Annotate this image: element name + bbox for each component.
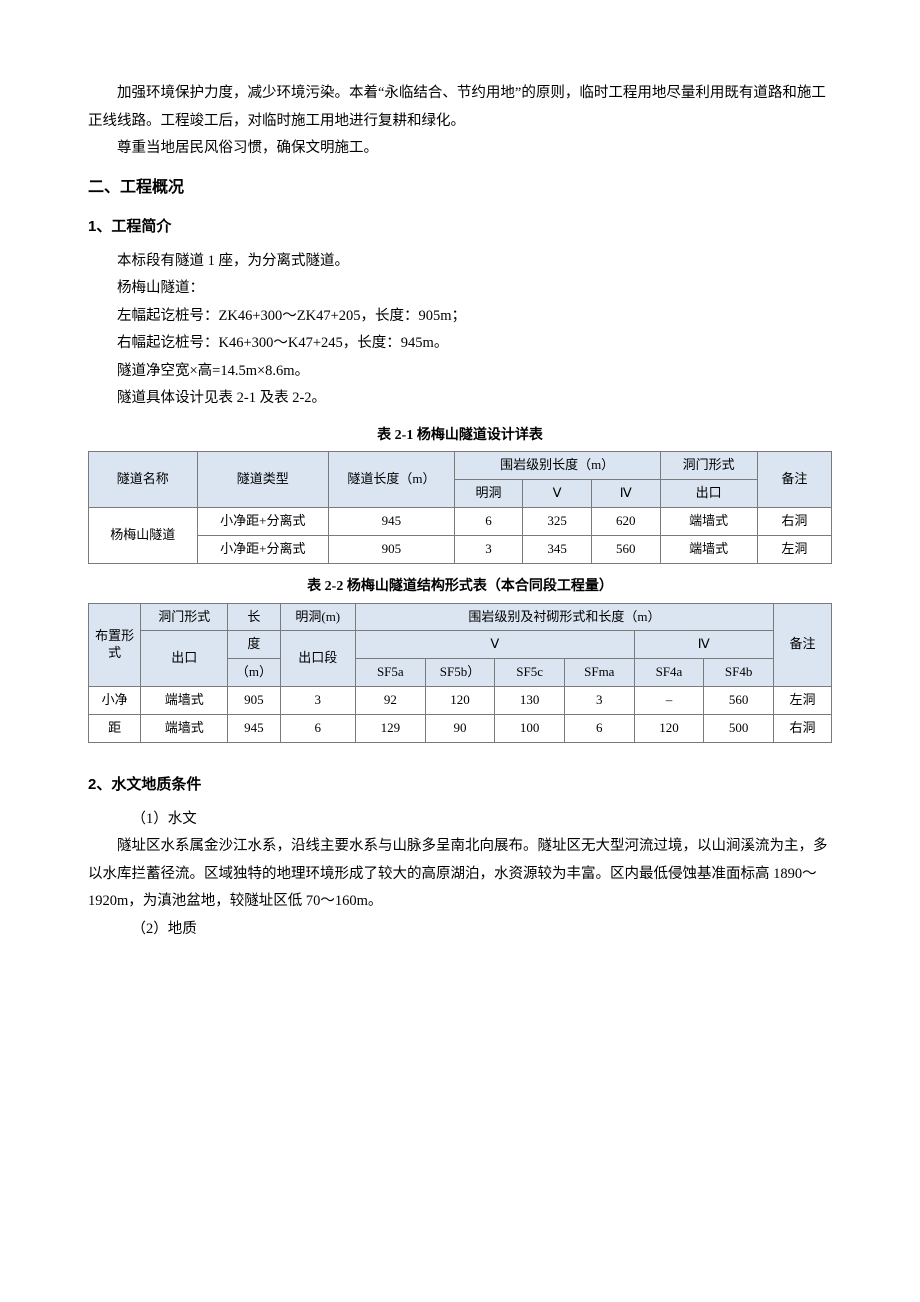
paragraph: 尊重当地居民风俗习惯，确保文明施工。 <box>88 135 832 163</box>
paragraph: 加强环境保护力度，减少环境污染。本着“永临结合、节约用地”的原则，临时工程用地尽… <box>88 80 832 135</box>
cell: 距 <box>89 715 141 743</box>
cell: 小净距+分离式 <box>197 508 328 536</box>
paragraph: 本标段有隧道 1 座，为分离式隧道。 <box>88 248 832 276</box>
cell: 端墙式 <box>141 715 228 743</box>
cell: 345 <box>523 536 592 564</box>
cell: – <box>634 687 704 715</box>
table-caption: 表 2-1 杨梅山隧道设计详表 <box>88 423 832 450</box>
col-header: SF4b <box>704 659 774 687</box>
cell: 6 <box>564 715 634 743</box>
cell: 端墙式 <box>141 687 228 715</box>
col-header: 围岩级别及衬砌形式和长度（m） <box>355 603 773 631</box>
col-header: 出口 <box>660 480 757 508</box>
cell: 3 <box>280 687 355 715</box>
col-header: 洞门形式 <box>660 452 757 480</box>
heading-3: 1、工程简介 <box>88 213 832 242</box>
col-header: 出口 <box>141 631 228 687</box>
paragraph: （1）水文 <box>88 806 832 834</box>
cell: 129 <box>355 715 425 743</box>
col-header: Ⅳ <box>591 480 660 508</box>
cell: 92 <box>355 687 425 715</box>
table-row: 出口 度 出口段 Ⅴ Ⅳ <box>89 631 832 659</box>
cell: 500 <box>704 715 774 743</box>
cell: 100 <box>495 715 565 743</box>
paragraph: 左幅起讫桩号：ZK46+300～ZK47+205，长度：905m； <box>88 303 832 331</box>
table-row: 布置形式 洞门形式 长 明洞(m) 围岩级别及衬砌形式和长度（m） 备注 <box>89 603 832 631</box>
col-header: Ⅴ <box>355 631 634 659</box>
col-header: SF5a <box>355 659 425 687</box>
col-header: 长 <box>228 603 280 631</box>
cell: 90 <box>425 715 495 743</box>
paragraph: 隧道净空宽×高=14.5m×8.6m。 <box>88 358 832 386</box>
table-design: 隧道名称 隧道类型 隧道长度（m） 围岩级别长度（m） 洞门形式 备注 明洞 Ⅴ… <box>88 451 832 564</box>
cell: 130 <box>495 687 565 715</box>
cell: 6 <box>454 508 523 536</box>
cell: 端墙式 <box>660 508 757 536</box>
table-row: 距 端墙式 945 6 129 90 100 6 120 500 右洞 <box>89 715 832 743</box>
paragraph: 杨梅山隧道： <box>88 275 832 303</box>
col-header: 明洞(m) <box>280 603 355 631</box>
cell: 右洞 <box>757 508 831 536</box>
document-page: 加强环境保护力度，减少环境污染。本着“永临结合、节约用地”的原则，临时工程用地尽… <box>0 0 920 1302</box>
table-row: 隧道名称 隧道类型 隧道长度（m） 围岩级别长度（m） 洞门形式 备注 <box>89 452 832 480</box>
cell: 左洞 <box>773 687 831 715</box>
col-header: 隧道长度（m） <box>329 452 455 508</box>
cell: 3 <box>454 536 523 564</box>
cell: 小净 <box>89 687 141 715</box>
col-header: 隧道名称 <box>89 452 198 508</box>
cell: 945 <box>329 508 455 536</box>
paragraph: （2）地质 <box>88 916 832 944</box>
cell: 120 <box>425 687 495 715</box>
cell: 6 <box>280 715 355 743</box>
col-header: SF5b） <box>425 659 495 687</box>
col-header: 布置形式 <box>89 603 141 687</box>
table-structure: 布置形式 洞门形式 长 明洞(m) 围岩级别及衬砌形式和长度（m） 备注 出口 … <box>88 603 832 743</box>
cell: 左洞 <box>757 536 831 564</box>
cell: 945 <box>228 715 280 743</box>
table-row: 小净 端墙式 905 3 92 120 130 3 – 560 左洞 <box>89 687 832 715</box>
cell: 杨梅山隧道 <box>89 508 198 564</box>
paragraph: 隧道具体设计见表 2-1 及表 2-2。 <box>88 385 832 413</box>
cell: 325 <box>523 508 592 536</box>
table-row: 小净距+分离式 905 3 345 560 端墙式 左洞 <box>89 536 832 564</box>
col-header: 出口段 <box>280 631 355 687</box>
paragraph: 右幅起讫桩号：K46+300～K47+245，长度：945m。 <box>88 330 832 358</box>
table-row: 杨梅山隧道 小净距+分离式 945 6 325 620 端墙式 右洞 <box>89 508 832 536</box>
table-caption: 表 2-2 杨梅山隧道结构形式表（本合同段工程量） <box>88 574 832 601</box>
col-header: 备注 <box>757 452 831 508</box>
paragraph: 隧址区水系属金沙江水系，沿线主要水系与山脉多呈南北向展布。隧址区无大型河流过境，… <box>88 833 832 916</box>
cell: 端墙式 <box>660 536 757 564</box>
col-header: SFma <box>564 659 634 687</box>
cell: 右洞 <box>773 715 831 743</box>
col-header: 度 <box>228 631 280 659</box>
col-header: Ⅳ <box>634 631 773 659</box>
col-header: （m） <box>228 659 280 687</box>
col-header: SF5c <box>495 659 565 687</box>
heading-2: 二、工程概况 <box>88 173 832 203</box>
cell: 905 <box>329 536 455 564</box>
cell: 905 <box>228 687 280 715</box>
cell: 620 <box>591 508 660 536</box>
cell: 3 <box>564 687 634 715</box>
col-header: 备注 <box>773 603 831 687</box>
cell: 120 <box>634 715 704 743</box>
cell: 560 <box>591 536 660 564</box>
col-header: Ⅴ <box>523 480 592 508</box>
col-header: 洞门形式 <box>141 603 228 631</box>
col-header: 围岩级别长度（m） <box>454 452 660 480</box>
col-header: SF4a <box>634 659 704 687</box>
col-header: 隧道类型 <box>197 452 328 508</box>
heading-3: 2、水文地质条件 <box>88 771 832 800</box>
cell: 560 <box>704 687 774 715</box>
cell: 小净距+分离式 <box>197 536 328 564</box>
col-header: 明洞 <box>454 480 523 508</box>
